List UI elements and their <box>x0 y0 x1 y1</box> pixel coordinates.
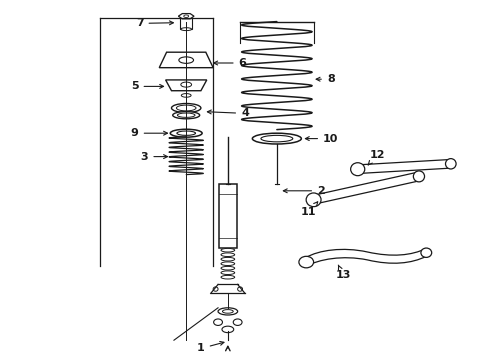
Text: 7: 7 <box>136 18 173 28</box>
Ellipse shape <box>181 82 192 87</box>
Ellipse shape <box>221 266 235 270</box>
Text: 3: 3 <box>141 152 168 162</box>
Ellipse shape <box>214 319 222 325</box>
Polygon shape <box>159 52 213 68</box>
Text: 4: 4 <box>207 108 249 118</box>
Polygon shape <box>178 14 194 19</box>
Ellipse shape <box>221 253 235 256</box>
Ellipse shape <box>233 319 242 325</box>
Text: 12: 12 <box>368 150 385 165</box>
Text: 1: 1 <box>197 341 224 354</box>
Text: 6: 6 <box>214 58 246 68</box>
Ellipse shape <box>181 94 191 97</box>
Ellipse shape <box>299 256 314 268</box>
Ellipse shape <box>171 129 202 137</box>
Polygon shape <box>312 172 420 204</box>
Ellipse shape <box>221 275 235 279</box>
Ellipse shape <box>184 15 189 18</box>
Ellipse shape <box>221 271 235 275</box>
Bar <box>219 184 237 248</box>
Text: 9: 9 <box>131 128 168 138</box>
Ellipse shape <box>181 28 192 31</box>
Text: 2: 2 <box>283 186 325 196</box>
Ellipse shape <box>306 193 321 207</box>
Text: 8: 8 <box>316 74 335 84</box>
Ellipse shape <box>238 287 243 291</box>
Ellipse shape <box>261 135 293 142</box>
Text: 10: 10 <box>305 134 339 144</box>
Polygon shape <box>166 80 207 91</box>
Ellipse shape <box>172 112 200 119</box>
Ellipse shape <box>351 163 365 176</box>
Ellipse shape <box>177 113 195 117</box>
Ellipse shape <box>179 57 194 63</box>
Ellipse shape <box>421 248 432 257</box>
Ellipse shape <box>221 262 235 266</box>
Ellipse shape <box>221 248 235 252</box>
Ellipse shape <box>172 104 201 113</box>
Ellipse shape <box>414 171 424 182</box>
Ellipse shape <box>218 308 238 315</box>
Ellipse shape <box>222 326 234 333</box>
Text: 11: 11 <box>301 202 318 217</box>
Ellipse shape <box>221 257 235 261</box>
Ellipse shape <box>177 131 196 135</box>
Ellipse shape <box>213 287 218 291</box>
Ellipse shape <box>445 159 456 169</box>
Bar <box>180 18 192 29</box>
Ellipse shape <box>176 105 196 111</box>
Ellipse shape <box>252 133 301 144</box>
Ellipse shape <box>222 310 233 313</box>
Text: 5: 5 <box>131 81 164 91</box>
Polygon shape <box>357 159 451 174</box>
Text: 13: 13 <box>335 265 351 280</box>
